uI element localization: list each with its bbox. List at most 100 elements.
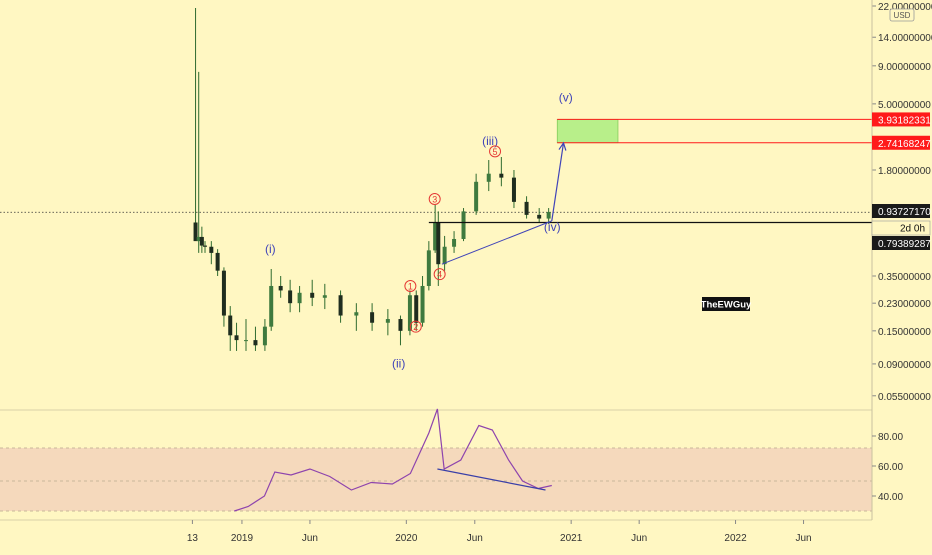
wave-circle-label: 4 (433, 268, 446, 281)
candle[interactable] (269, 268, 274, 331)
price-badge-bg (872, 135, 930, 150)
wave-circle-text: 5 (493, 147, 498, 157)
candle[interactable] (196, 71, 201, 253)
price-badge-bg (872, 112, 930, 127)
candle[interactable] (511, 170, 516, 209)
candle[interactable] (436, 211, 441, 286)
price-badge-text: 3.93182331 (878, 115, 931, 126)
wave-circle-label: 5 (489, 145, 502, 158)
candle[interactable] (203, 241, 208, 253)
price-tick-label: 0.15000000 (878, 327, 931, 338)
candle[interactable] (442, 235, 447, 271)
wave-circle-text: 3 (432, 194, 437, 204)
price-tick-label: 14.00000000 (878, 33, 932, 44)
candle-body (234, 335, 239, 341)
candle[interactable] (288, 279, 293, 313)
candle-body (436, 222, 441, 265)
target-zone[interactable] (556, 119, 619, 144)
price-tick-label: 5.00000000 (878, 100, 931, 111)
candle[interactable] (209, 241, 214, 265)
wave-label: (ii) (392, 357, 405, 371)
candle[interactable] (546, 208, 551, 225)
candle[interactable] (338, 290, 343, 323)
candle[interactable] (253, 326, 258, 351)
candle[interactable] (426, 241, 431, 291)
countdown-bg (871, 220, 931, 236)
candle-body (407, 295, 412, 331)
candle[interactable] (452, 231, 457, 253)
candle[interactable] (486, 160, 491, 192)
candle[interactable] (370, 303, 375, 331)
candle-body (370, 312, 375, 323)
candle[interactable] (199, 226, 204, 253)
candle[interactable] (461, 208, 466, 242)
candle[interactable] (310, 279, 315, 307)
candle-body (269, 285, 274, 327)
candle-body (193, 222, 198, 242)
projection-arrow (551, 142, 565, 221)
wave-label: (iii) (482, 134, 498, 148)
candle-body (398, 319, 403, 331)
wave-circle (428, 192, 441, 205)
candle[interactable] (322, 283, 327, 310)
candle-body (442, 246, 447, 265)
candle[interactable] (499, 157, 504, 187)
candle-body (537, 214, 542, 219)
candle-body (426, 250, 431, 286)
candle[interactable] (262, 319, 267, 351)
candle-body (196, 236, 201, 242)
candle[interactable] (474, 173, 479, 215)
candle-body (524, 201, 529, 215)
candle[interactable] (354, 303, 359, 331)
wave-circle-label: 1 (404, 279, 417, 292)
candle-body (278, 285, 283, 291)
candle[interactable] (537, 208, 542, 223)
price-badge-bg (872, 204, 930, 218)
candle[interactable] (228, 306, 233, 351)
time-tick-label: Jun (795, 533, 811, 544)
candle[interactable] (385, 309, 390, 336)
candle-body (486, 173, 491, 182)
candle[interactable] (524, 196, 529, 219)
candle[interactable] (215, 249, 220, 276)
time-tick-label: 2022 (724, 533, 747, 544)
candle-body (262, 326, 267, 346)
candle-body (354, 312, 359, 316)
time-tick-label: 2021 (560, 533, 583, 544)
rsi-divergence-line (437, 468, 546, 491)
price-tick-label: 0.09000000 (878, 360, 931, 371)
currency-badge-text: USD (894, 11, 911, 20)
currency-badge[interactable]: USD (889, 8, 915, 22)
arrow-head (558, 141, 567, 151)
price-tick-label: 1.80000000 (878, 166, 931, 177)
candle[interactable] (234, 322, 239, 351)
candle-body (228, 315, 233, 336)
candle[interactable] (221, 267, 226, 327)
candle[interactable] (433, 204, 438, 253)
candle-body (199, 236, 204, 246)
candle-body (215, 252, 220, 271)
candle-body (209, 246, 214, 253)
wave-label: (v) (559, 90, 573, 104)
rsi-tick-label: 60.00 (878, 462, 903, 473)
wave-circle (409, 320, 422, 333)
candle[interactable] (398, 315, 403, 346)
price-badge: 2.74168247 (872, 135, 931, 150)
watermark-bg (702, 297, 750, 311)
candle[interactable] (193, 7, 198, 242)
price-tick-label: 0.35000000 (878, 272, 931, 283)
candle[interactable] (278, 276, 283, 298)
candle[interactable] (407, 290, 412, 336)
candle-body (452, 238, 457, 247)
countdown-text: 2d 0h (900, 224, 925, 235)
time-tick-label: 2020 (395, 533, 418, 544)
candle[interactable] (243, 319, 248, 351)
candle[interactable] (420, 276, 425, 327)
watermark-text: TheEWGuy (701, 300, 752, 311)
candle[interactable] (414, 290, 419, 331)
price-badge-text: 0.93727170 (878, 207, 931, 218)
time-tick-label: Jun (302, 533, 318, 544)
candle[interactable] (297, 285, 302, 313)
